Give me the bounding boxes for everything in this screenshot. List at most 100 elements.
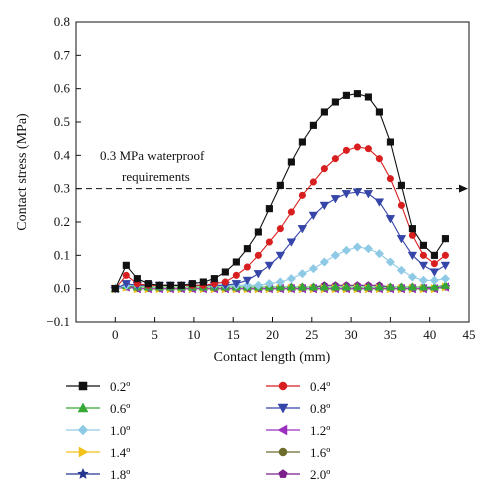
y-tick-label: 0.3 bbox=[54, 181, 70, 196]
legend-marker bbox=[278, 469, 288, 478]
data-point bbox=[441, 235, 449, 243]
data-point bbox=[440, 274, 451, 284]
data-point bbox=[385, 215, 396, 224]
y-axis-title: Contact stress (MPa) bbox=[15, 113, 30, 231]
reference-label-line1: 0.3 MPa waterproof bbox=[100, 148, 205, 163]
data-point bbox=[418, 261, 429, 271]
legend-marker bbox=[77, 424, 89, 436]
legend-marker bbox=[277, 424, 288, 436]
data-point bbox=[308, 211, 319, 221]
data-point bbox=[363, 282, 374, 291]
data-point bbox=[298, 191, 306, 199]
data-point bbox=[133, 275, 141, 283]
reference-line-group bbox=[76, 184, 468, 193]
x-tick-label: 40 bbox=[423, 327, 436, 342]
data-point bbox=[232, 271, 240, 279]
legend-label: 0.2º bbox=[110, 379, 130, 394]
legend-item: 1.6º bbox=[266, 445, 330, 460]
data-point bbox=[418, 275, 429, 285]
x-tick-label: 25 bbox=[305, 327, 318, 342]
data-point bbox=[144, 280, 152, 288]
data-point bbox=[364, 93, 372, 101]
y-tick-label: −0.1 bbox=[46, 314, 70, 329]
data-point bbox=[407, 272, 418, 282]
legend-marker bbox=[278, 381, 288, 391]
data-point bbox=[221, 278, 229, 286]
data-point bbox=[331, 98, 339, 106]
data-point bbox=[242, 280, 253, 290]
data-point bbox=[320, 165, 328, 173]
data-point bbox=[396, 282, 407, 291]
x-tick-labels: 0 5 10 15 20 25 30 35 40 45 bbox=[112, 327, 475, 342]
data-point bbox=[122, 261, 130, 269]
y-tick-label: 0.2 bbox=[54, 214, 70, 229]
data-point bbox=[429, 282, 440, 291]
data-point bbox=[287, 158, 295, 166]
data-point bbox=[418, 282, 429, 291]
data-point bbox=[396, 235, 407, 244]
data-point bbox=[298, 138, 306, 146]
legend-label: 0.4º bbox=[310, 379, 330, 394]
series-line bbox=[115, 191, 446, 290]
data-point bbox=[286, 282, 297, 291]
data-point bbox=[319, 282, 330, 291]
data-point bbox=[319, 201, 330, 211]
legend-label: 1.4º bbox=[110, 445, 130, 460]
data-point bbox=[352, 188, 363, 197]
data-point bbox=[232, 258, 240, 266]
data-point bbox=[396, 265, 407, 275]
x-tick-label: 20 bbox=[266, 327, 279, 342]
legend-label: 1.6º bbox=[310, 445, 330, 460]
data-point bbox=[253, 280, 264, 290]
data-point bbox=[121, 280, 132, 289]
data-point bbox=[177, 281, 185, 289]
data-point bbox=[297, 269, 308, 279]
data-point bbox=[188, 280, 196, 288]
data-point bbox=[363, 190, 374, 199]
data-point bbox=[353, 90, 361, 98]
legend-label: 1.2º bbox=[310, 423, 330, 438]
data-point bbox=[374, 282, 385, 291]
y-tick-labels: −0.1 0.0 0.1 0.2 0.3 0.4 0.5 0.6 0.7 0.8 bbox=[46, 14, 70, 329]
y-tick-label: 0.5 bbox=[54, 114, 70, 129]
data-point bbox=[408, 225, 416, 233]
legend-label: 1.0º bbox=[110, 423, 130, 438]
y-tick-label: 0.4 bbox=[54, 147, 71, 162]
data-point bbox=[254, 251, 262, 259]
x-tick-label: 45 bbox=[463, 327, 476, 342]
legend-item: 1.4º bbox=[66, 445, 130, 460]
data-point bbox=[341, 282, 352, 291]
data-point bbox=[276, 181, 284, 189]
data-point bbox=[242, 276, 253, 286]
y-tick-label: 0.6 bbox=[54, 81, 71, 96]
legend-label: 2.0º bbox=[310, 467, 330, 482]
data-point bbox=[308, 264, 319, 274]
data-point bbox=[275, 277, 286, 287]
data-point bbox=[309, 121, 317, 129]
x-tick-label: 15 bbox=[227, 327, 240, 342]
data-point bbox=[264, 279, 275, 289]
data-point bbox=[342, 91, 350, 99]
data-point bbox=[364, 145, 372, 153]
data-point bbox=[352, 282, 363, 291]
legend-label: 0.6º bbox=[110, 401, 130, 416]
data-point bbox=[353, 143, 361, 151]
x-tick-label: 0 bbox=[112, 327, 119, 342]
data-point bbox=[330, 282, 341, 291]
data-point bbox=[386, 138, 394, 146]
data-point bbox=[419, 241, 427, 249]
data-point bbox=[253, 270, 264, 279]
data-point bbox=[341, 245, 352, 255]
data-point bbox=[363, 244, 374, 254]
legend-marker bbox=[78, 446, 89, 458]
data-point bbox=[319, 257, 330, 267]
data-point bbox=[330, 195, 341, 204]
data-point bbox=[286, 238, 297, 247]
data-point bbox=[221, 268, 229, 276]
data-point bbox=[297, 282, 308, 291]
data-point bbox=[265, 238, 273, 246]
data-point bbox=[342, 146, 350, 154]
reference-arrow-head bbox=[459, 184, 468, 193]
data-point bbox=[440, 280, 451, 289]
x-tick-label: 35 bbox=[384, 327, 397, 342]
